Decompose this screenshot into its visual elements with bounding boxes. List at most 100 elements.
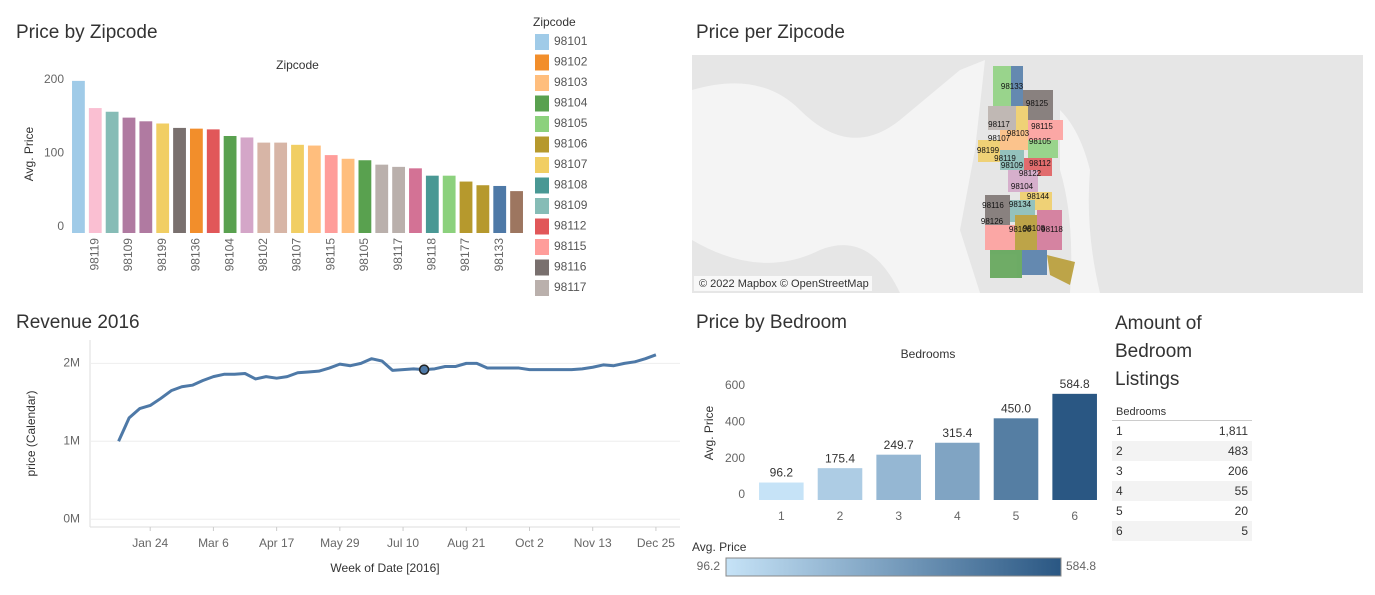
legend-swatch — [535, 116, 549, 132]
color-legend-title: Avg. Price — [692, 540, 747, 554]
legend-swatch — [535, 54, 549, 71]
zip-label: 98117 — [988, 120, 1010, 129]
x-tick-label: 98119 — [87, 238, 101, 271]
x-tick-label: 4 — [954, 509, 961, 523]
map[interactable] — [692, 55, 1363, 293]
table-cell: 20 — [1234, 504, 1248, 518]
attribution-box — [694, 276, 872, 291]
bar — [935, 442, 980, 500]
legend-swatch — [535, 280, 549, 296]
table-cell: 4 — [1112, 481, 1152, 501]
bar — [139, 121, 153, 233]
bar — [257, 142, 271, 233]
y-tick-label: 2M — [63, 356, 80, 370]
column-header: Bedrooms — [901, 347, 956, 361]
data-label: 249.7 — [884, 438, 914, 452]
x-axis-label: Week of Date [2016] — [330, 561, 439, 575]
zip-label: 98109 — [1001, 161, 1024, 170]
bar — [240, 137, 254, 233]
y-tick-label: 200 — [725, 451, 745, 465]
bar — [324, 155, 338, 233]
zip-label: 98107 — [988, 134, 1011, 143]
legend-label: 98115 — [554, 239, 587, 253]
x-tick-label: 98117 — [391, 238, 405, 271]
legend-swatch — [535, 95, 549, 112]
bar — [510, 191, 523, 233]
bar — [173, 127, 186, 233]
x-tick-label: 98107 — [290, 238, 304, 272]
table-header: Bedrooms — [1112, 404, 1252, 421]
map-water — [692, 60, 985, 293]
bar — [122, 117, 136, 233]
bar — [493, 185, 507, 233]
legend-swatch — [535, 136, 549, 153]
table: Bedrooms 1 1,811 2 483 3 206 4 55 5 20 6 5 — [1112, 404, 1252, 541]
bar — [476, 185, 490, 233]
legend-swatch — [535, 75, 549, 91]
legend-label: 98117 — [554, 280, 587, 294]
bar — [759, 482, 804, 500]
x-tick-label: 98133 — [492, 238, 506, 272]
bar — [817, 468, 863, 500]
chart-title: Price by Zipcode — [16, 22, 158, 43]
table-row: 5 20 — [1112, 501, 1252, 521]
bar — [274, 142, 288, 233]
zip-label: 98106 — [1009, 225, 1032, 234]
x-tick-label: Jan 24 — [132, 536, 168, 550]
chart-title: Price by Bedroom — [696, 312, 847, 333]
bar — [375, 164, 389, 233]
x-tick-label: 98118 — [424, 238, 438, 271]
bar — [307, 145, 321, 233]
table-cell: 1,811 — [1218, 424, 1248, 438]
x-tick-label: 98102 — [256, 238, 270, 272]
table-cell: 206 — [1227, 464, 1248, 478]
column-header: Bedrooms — [1112, 404, 1252, 421]
x-tick-label: 3 — [895, 509, 902, 523]
zip-label: 98116 — [982, 201, 1004, 210]
table-row: 2 483 — [1112, 441, 1252, 461]
zip-label: 98104 — [1011, 182, 1034, 191]
data-label: 175.4 — [825, 451, 855, 465]
x-tick-label: 5 — [1013, 509, 1020, 523]
zip-label: 98103 — [1007, 129, 1030, 138]
legend-label: 98105 — [554, 116, 588, 130]
zip-label: 98105 — [1029, 137, 1052, 146]
legend-swatch — [535, 157, 549, 173]
y-tick-label: 0 — [738, 487, 745, 501]
bar — [72, 80, 85, 234]
legend-swatch — [535, 34, 549, 50]
table-title: Amount of Bedroom Listings — [1115, 313, 1202, 390]
y-axis-label: price (Calendar) — [24, 390, 38, 476]
table-row: 1 1,811 — [1112, 421, 1252, 442]
table-cell: 2 — [1112, 441, 1152, 461]
y-tick-label: 1M — [63, 433, 80, 447]
table-body: 1 1,811 2 483 3 206 4 55 5 20 6 5 — [1112, 421, 1252, 541]
zip-label: 98122 — [1019, 169, 1042, 178]
zip-label: 98118 — [1041, 225, 1063, 234]
column-header: Zipcode — [276, 58, 319, 72]
x-tick-label: Nov 13 — [574, 536, 612, 550]
zip-label: 98115 — [1031, 122, 1053, 131]
listing-table: Amount of Bedroom Listings Bedrooms 1 1,8… — [1112, 310, 1252, 541]
data-label: 584.8 — [1060, 377, 1090, 391]
legend-swatch — [535, 177, 549, 194]
bar — [291, 144, 304, 233]
bar — [341, 158, 355, 233]
bar — [358, 160, 372, 233]
x-tick-label: 98136 — [189, 238, 203, 272]
color-legend-ramp — [725, 557, 1062, 577]
table-cell: 1 — [1116, 424, 1123, 438]
legend-swatch — [535, 218, 549, 235]
selected-point — [418, 364, 430, 375]
zip-areas — [978, 66, 1075, 285]
zip-label: 98112 — [1029, 159, 1051, 168]
zip-label: 98144 — [1027, 192, 1050, 201]
y-axis-label: Avg. Price — [702, 405, 716, 460]
map-attribution: © 2022 Mapbox © OpenStreetMap — [699, 278, 869, 290]
x-tick-label: 98109 — [121, 238, 135, 272]
x-tick-label: 98104 — [222, 238, 236, 272]
bar — [993, 418, 1039, 500]
x-tick-label: Oct 2 — [515, 536, 544, 550]
